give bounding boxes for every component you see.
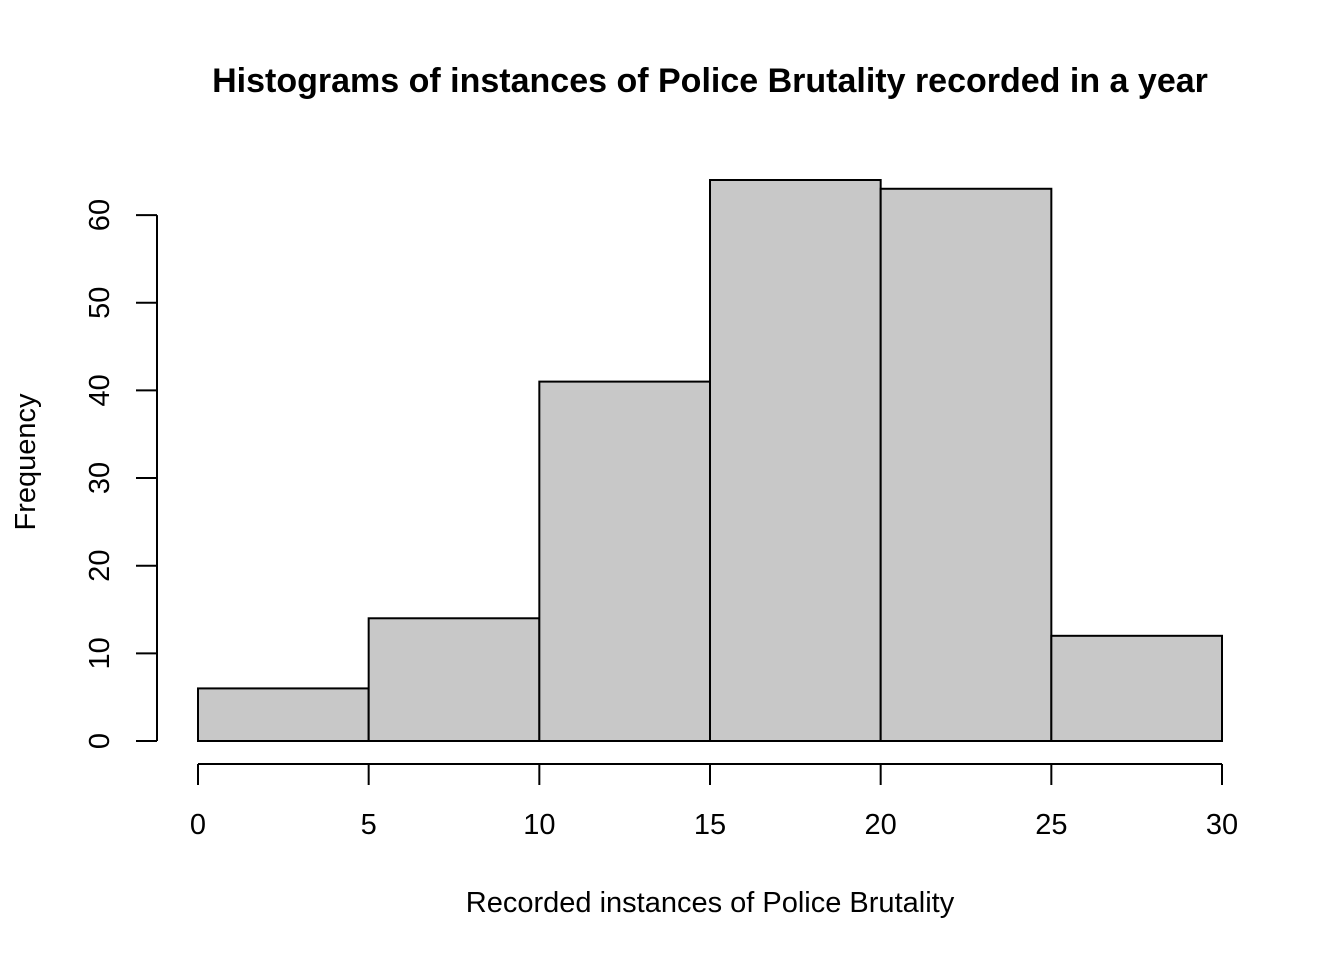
histogram-bar-0 <box>197 687 370 742</box>
x-axis: 0 5 10 15 20 25 30 <box>190 763 1238 841</box>
chart-title: Histograms of instances of Police Brutal… <box>212 62 1208 100</box>
y-tick-label-6: 60 <box>84 199 116 231</box>
x-axis-label: Recorded instances of Police Brutality <box>466 887 955 919</box>
y-tick-label-5: 50 <box>84 287 116 319</box>
y-tick-label-4: 40 <box>84 374 116 406</box>
x-tick-label-1: 5 <box>361 809 377 841</box>
y-tick-label-3: 30 <box>84 462 116 494</box>
y-tick-label-0: 0 <box>84 733 116 749</box>
x-tick-label-0: 0 <box>190 809 206 841</box>
histogram-bar-4 <box>879 187 1053 742</box>
y-tick-label-1: 10 <box>84 637 116 669</box>
histogram-bar-5 <box>1050 634 1224 742</box>
bars-group <box>197 179 1224 742</box>
y-tick-label-2: 20 <box>84 550 116 582</box>
y-axis-label: Frequency <box>10 393 42 531</box>
histogram-bar-1 <box>367 617 541 742</box>
x-tick-label-3: 15 <box>694 809 726 841</box>
x-tick-label-5: 25 <box>1035 809 1067 841</box>
x-tick-label-6: 30 <box>1206 809 1238 841</box>
y-axis: 0 10 20 30 40 50 60 <box>84 199 158 749</box>
histogram-bar-3 <box>709 179 882 742</box>
x-tick-label-2: 10 <box>523 809 555 841</box>
x-tick-label-4: 20 <box>865 809 897 841</box>
histogram-bar-2 <box>538 380 711 742</box>
